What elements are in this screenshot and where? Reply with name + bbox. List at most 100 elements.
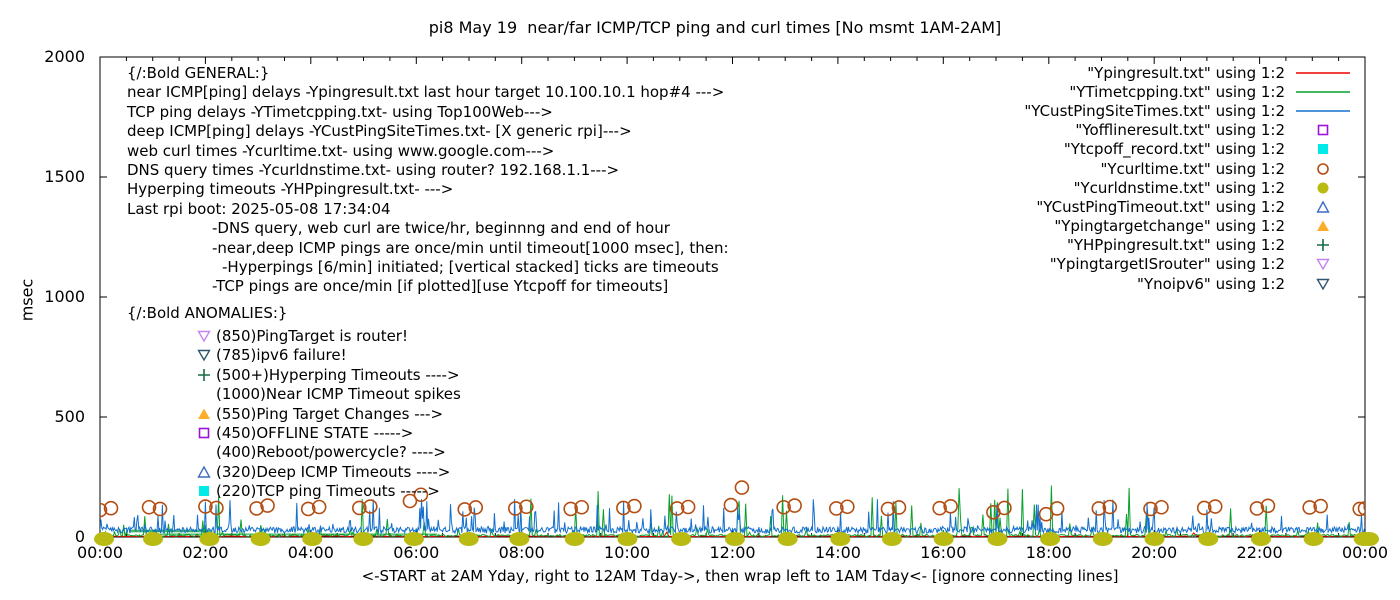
line-icon [1296, 90, 1350, 93]
dns-point [777, 532, 798, 546]
legend-label: "Ytcpoff_record.txt" using 1:2 [1063, 140, 1285, 159]
curl-point [1207, 499, 1223, 514]
no-marker [196, 444, 216, 460]
curl-point [574, 499, 589, 515]
anomaly-text: (450)OFFLINE STATE -----> [216, 424, 414, 442]
curl-point [829, 501, 844, 516]
annotation-line: {/:Bold GENERAL:} [127, 64, 270, 82]
legend-label: "YCustPingTimeout.txt" using 1:2 [1036, 197, 1285, 216]
curl-point [1357, 501, 1365, 516]
tri-down-open-marker [196, 328, 216, 344]
curl-point [468, 500, 484, 515]
legend-row: "YTimetcpping.txt" using 1:2 [1024, 82, 1352, 101]
legend-swatch [1294, 199, 1352, 215]
curl-point [997, 500, 1012, 516]
anomaly-text: (1000)Near ICMP Timeout spikes [216, 385, 461, 404]
legend-label: "Ynoipv6" using 1:2 [1137, 274, 1285, 293]
anomalies-heading: {/:Bold ANOMALIES:} [127, 304, 288, 322]
dns-point [830, 532, 851, 546]
legend-swatch [1294, 103, 1352, 119]
legend-row: "Ycurltime.txt" using 1:2 [1024, 159, 1352, 178]
dns-point [724, 532, 745, 546]
dns-point [617, 532, 638, 546]
plus-marker [196, 367, 216, 383]
tri-up-filled-marker [196, 406, 216, 422]
legend-label: "YpingtargetISrouter" using 1:2 [1049, 255, 1285, 274]
curl-point [669, 501, 685, 516]
dns-point [1144, 532, 1165, 546]
curl-point [1352, 501, 1365, 517]
general-annotation: {/:Bold GENERAL:} near ICMP[ping] delays … [127, 64, 729, 297]
legend-row: "Yofflineresult.txt" using 1:2 [1024, 121, 1352, 140]
curl-point [680, 499, 696, 515]
curl-point [1363, 502, 1365, 512]
dns-point [94, 532, 114, 546]
curl-point [1370, 503, 1383, 516]
legend-label: "Ycurldnstime.txt" using 1:2 [1073, 178, 1285, 197]
curl-point [616, 500, 631, 516]
x-tick-label: 16:00 [920, 543, 967, 562]
dns-point [1250, 532, 1271, 546]
dns-point [509, 532, 530, 546]
curl-point [1143, 501, 1158, 517]
legend-row: "Ynoipv6" using 1:2 [1024, 274, 1352, 293]
no-marker [196, 386, 216, 402]
dns-point [458, 532, 479, 546]
anomaly-item: (550)Ping Target Changes ---> [196, 405, 443, 423]
dns-point [987, 532, 1008, 546]
curl-point [1196, 500, 1212, 516]
line-icon [1296, 110, 1350, 112]
anomaly-item: (320)Deep ICMP Timeouts ----> [196, 463, 450, 481]
curl-point [1313, 498, 1328, 514]
dns-point [302, 532, 323, 546]
legend-row: "YpingtargetISrouter" using 1:2 [1024, 255, 1352, 274]
y-tick-label: 1500 [44, 167, 85, 186]
annotation-line: -DNS query, web curl are twice/hr, begin… [212, 219, 670, 238]
curl-point [152, 501, 168, 517]
tri-down-open-marker [196, 347, 216, 363]
annotation-line: TCP ping delays -YTimetcpping.txt- using… [127, 102, 553, 121]
legend-label: "YTimetcpping.txt" using 1:2 [1069, 82, 1285, 101]
legend-row: "YHPpingresult.txt" using 1:2 [1024, 236, 1352, 255]
anomaly-item: (785)ipv6 failure! [196, 346, 347, 364]
curl-point [943, 498, 958, 514]
legend-swatch [1294, 122, 1352, 138]
annotation-line: -TCP pings are once/min [if plotted][use… [212, 277, 669, 296]
curl-point [1038, 506, 1054, 522]
anomaly-text: (320)Deep ICMP Timeouts ----> [216, 462, 451, 481]
anomaly-text: (785)ipv6 failure! [216, 346, 347, 365]
dns-point [671, 532, 692, 546]
curl-point [932, 500, 947, 516]
tri-down-open-icon [197, 330, 211, 343]
curl-point [627, 498, 642, 514]
square-open-icon [198, 427, 210, 439]
curl-point [880, 501, 896, 517]
curl-point [311, 499, 327, 515]
dns-point [1040, 532, 1061, 546]
x-tick-label: 20:00 [1131, 543, 1178, 562]
curl-point [402, 493, 418, 509]
legend-row: "Ytcpoff_record.txt" using 1:2 [1024, 140, 1352, 159]
y-tick-label: 2000 [44, 47, 85, 66]
legend-swatch [1294, 180, 1352, 196]
curl-point [1102, 499, 1118, 515]
tri-up-open-icon [197, 465, 211, 478]
legend: "Ypingresult.txt" using 1:2 "YTimetcpping… [1024, 63, 1352, 293]
legend-swatch [1294, 276, 1352, 292]
tri-down-open-icon [1316, 259, 1330, 271]
curl-point [300, 501, 316, 517]
dns-point [353, 532, 374, 546]
legend-swatch [1294, 256, 1352, 272]
dns-point [403, 532, 424, 546]
curl-point [1260, 498, 1276, 514]
square-filled-marker [196, 483, 216, 499]
curl-point [508, 501, 523, 516]
x-tick-label: 02:00 [182, 543, 229, 562]
tri-up-open-icon [1316, 200, 1330, 213]
legend-label: "Ycurltime.txt" using 1:2 [1100, 159, 1285, 178]
curl-point [734, 480, 750, 495]
tri-up-filled-icon [1317, 220, 1329, 232]
square-open-marker [196, 425, 216, 441]
